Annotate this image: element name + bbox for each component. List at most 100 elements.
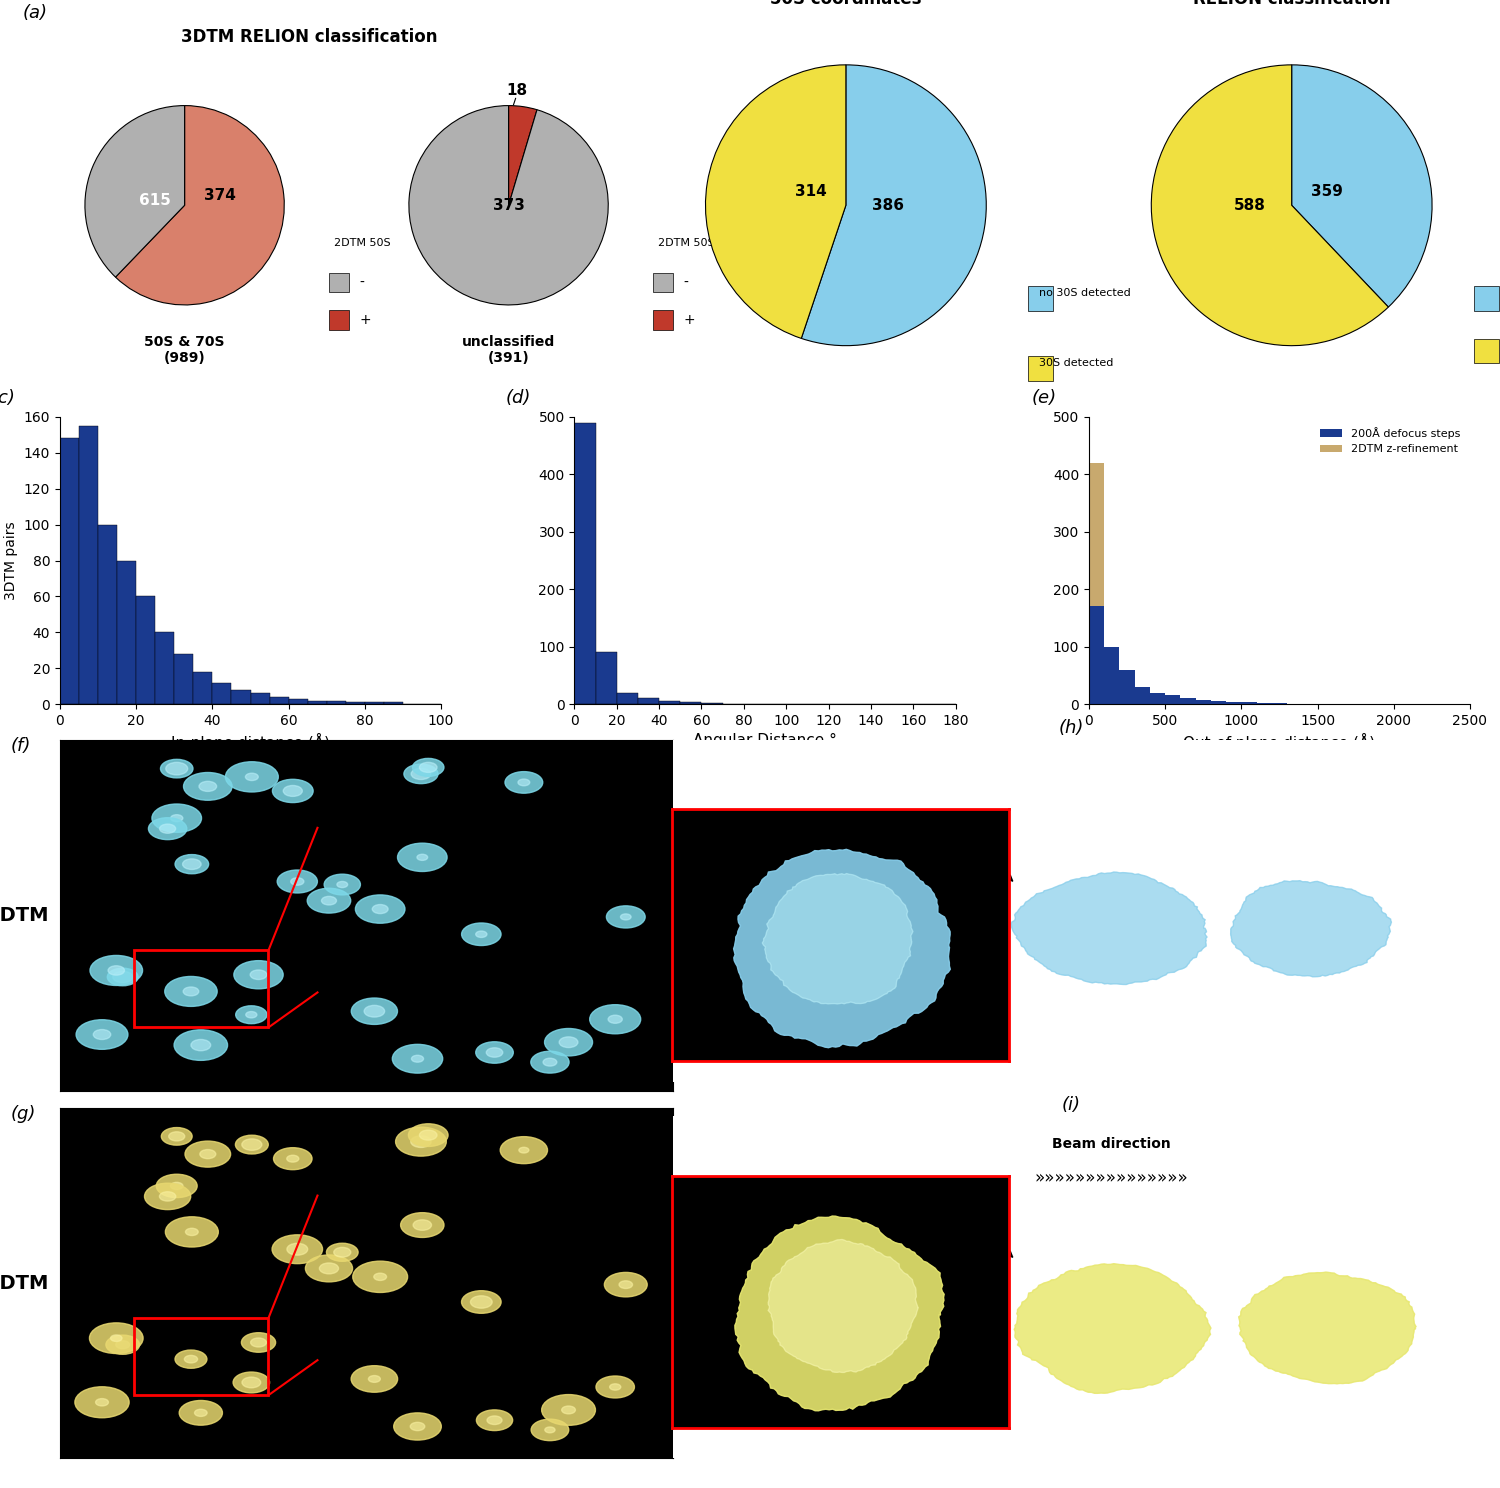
Circle shape bbox=[561, 1406, 576, 1414]
Circle shape bbox=[96, 1399, 108, 1406]
Bar bbox=[288, 699, 308, 704]
Text: 359: 359 bbox=[1311, 183, 1342, 199]
Circle shape bbox=[165, 976, 218, 1006]
Text: 90°: 90° bbox=[981, 863, 1004, 876]
Circle shape bbox=[609, 1384, 621, 1390]
Text: Beam direction: Beam direction bbox=[1052, 1137, 1170, 1150]
Circle shape bbox=[112, 972, 132, 982]
Circle shape bbox=[411, 768, 430, 780]
Bar bbox=[1196, 699, 1210, 704]
Circle shape bbox=[476, 931, 488, 937]
Polygon shape bbox=[710, 860, 990, 1016]
Bar bbox=[213, 683, 231, 704]
Circle shape bbox=[232, 1372, 270, 1393]
Text: 3DTM: 3DTM bbox=[0, 1274, 50, 1293]
Circle shape bbox=[166, 762, 188, 775]
Circle shape bbox=[174, 1030, 228, 1061]
Circle shape bbox=[165, 1217, 219, 1247]
Bar bbox=[574, 423, 596, 704]
Circle shape bbox=[542, 1394, 596, 1426]
Bar bbox=[328, 310, 350, 330]
Circle shape bbox=[152, 804, 201, 832]
Bar bbox=[346, 702, 364, 704]
Circle shape bbox=[544, 1028, 592, 1056]
Bar bbox=[616, 692, 638, 704]
Text: (i): (i) bbox=[1062, 1095, 1082, 1113]
Circle shape bbox=[234, 961, 284, 990]
Wedge shape bbox=[801, 65, 987, 345]
Circle shape bbox=[351, 998, 398, 1024]
Text: +: + bbox=[358, 312, 370, 327]
Text: +: + bbox=[682, 312, 694, 327]
Bar bbox=[652, 310, 674, 330]
Circle shape bbox=[324, 873, 360, 894]
Circle shape bbox=[372, 905, 388, 914]
Circle shape bbox=[488, 1417, 502, 1424]
Wedge shape bbox=[1152, 65, 1389, 345]
Text: 2DTM 50S: 2DTM 50S bbox=[334, 238, 392, 247]
Text: no 30S detected: no 30S detected bbox=[1040, 289, 1131, 298]
Bar bbox=[638, 698, 658, 704]
Bar bbox=[1089, 607, 1104, 704]
Circle shape bbox=[334, 1247, 351, 1257]
Text: (e): (e) bbox=[1032, 388, 1058, 406]
Polygon shape bbox=[768, 1240, 918, 1372]
Circle shape bbox=[408, 1123, 448, 1146]
Circle shape bbox=[327, 1244, 358, 1262]
Text: (c): (c) bbox=[0, 388, 15, 406]
Bar bbox=[251, 693, 270, 704]
Wedge shape bbox=[1292, 65, 1432, 307]
Circle shape bbox=[400, 1213, 444, 1238]
Circle shape bbox=[411, 1055, 423, 1062]
Circle shape bbox=[410, 1423, 424, 1430]
Bar bbox=[136, 597, 156, 704]
Bar bbox=[1119, 687, 1134, 704]
Circle shape bbox=[168, 1132, 184, 1141]
Bar bbox=[194, 671, 213, 704]
Circle shape bbox=[90, 955, 142, 985]
Text: unclassified
(391): unclassified (391) bbox=[462, 335, 555, 365]
Bar bbox=[596, 652, 616, 704]
Text: (d): (d) bbox=[506, 388, 531, 406]
Bar bbox=[1029, 356, 1053, 381]
Bar bbox=[1242, 702, 1257, 704]
Polygon shape bbox=[1011, 872, 1208, 985]
Bar bbox=[1029, 286, 1053, 311]
Circle shape bbox=[500, 1137, 548, 1164]
Circle shape bbox=[543, 1058, 556, 1065]
Circle shape bbox=[108, 969, 138, 985]
Text: (a): (a) bbox=[22, 4, 48, 22]
Bar bbox=[681, 702, 702, 704]
Title: 2DTM
50S coordinates: 2DTM 50S coordinates bbox=[770, 0, 921, 7]
Circle shape bbox=[159, 824, 176, 833]
Circle shape bbox=[476, 1042, 513, 1064]
Circle shape bbox=[531, 1420, 568, 1440]
Circle shape bbox=[90, 1323, 142, 1354]
Circle shape bbox=[413, 759, 444, 777]
Circle shape bbox=[596, 1376, 634, 1397]
Circle shape bbox=[308, 888, 351, 914]
Title: 3DTM
RELION classification: 3DTM RELION classification bbox=[1192, 0, 1390, 7]
Text: 2DTM: 2DTM bbox=[0, 906, 50, 926]
Circle shape bbox=[393, 1414, 441, 1440]
Circle shape bbox=[477, 1409, 513, 1430]
Bar bbox=[1089, 463, 1104, 704]
Polygon shape bbox=[1239, 1272, 1416, 1384]
Circle shape bbox=[106, 1335, 140, 1354]
Wedge shape bbox=[509, 106, 537, 205]
Circle shape bbox=[108, 966, 124, 975]
Circle shape bbox=[156, 1174, 196, 1198]
Text: 90°: 90° bbox=[981, 1240, 1004, 1253]
Bar bbox=[174, 653, 194, 704]
Bar bbox=[364, 702, 384, 704]
Bar bbox=[1150, 699, 1166, 704]
Circle shape bbox=[190, 1040, 210, 1051]
Text: 615: 615 bbox=[140, 193, 171, 208]
Circle shape bbox=[246, 1012, 256, 1018]
Circle shape bbox=[604, 1272, 646, 1298]
Bar bbox=[60, 439, 80, 704]
Bar bbox=[80, 426, 98, 704]
Circle shape bbox=[195, 1409, 207, 1417]
Circle shape bbox=[374, 1274, 387, 1281]
Circle shape bbox=[352, 1262, 408, 1293]
